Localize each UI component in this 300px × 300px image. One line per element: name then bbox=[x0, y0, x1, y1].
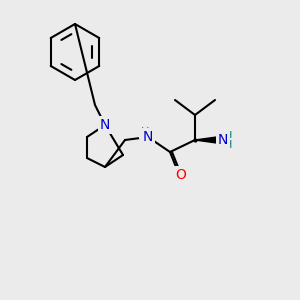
Text: N: N bbox=[143, 130, 153, 144]
Text: H: H bbox=[224, 140, 232, 150]
Text: N: N bbox=[100, 118, 110, 132]
Polygon shape bbox=[195, 136, 220, 143]
Text: O: O bbox=[176, 168, 186, 182]
Text: N: N bbox=[218, 133, 228, 147]
Text: H: H bbox=[141, 127, 149, 137]
Text: H: H bbox=[224, 131, 232, 141]
